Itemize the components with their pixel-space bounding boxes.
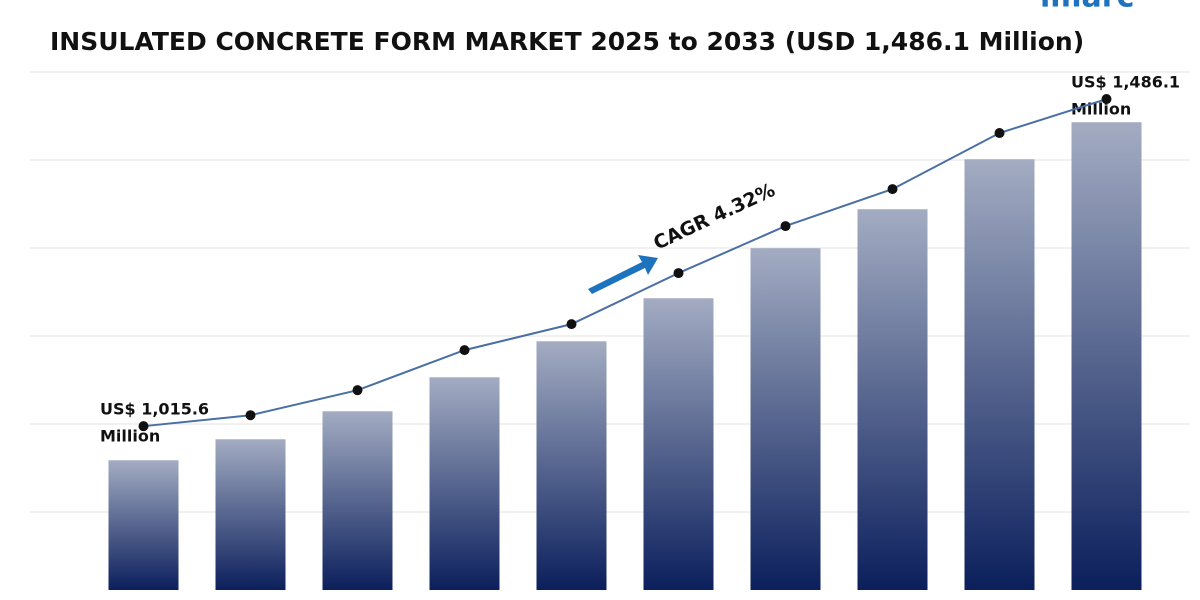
bar bbox=[964, 159, 1035, 590]
trend-point bbox=[887, 184, 898, 195]
bar bbox=[429, 377, 500, 590]
bar bbox=[857, 209, 928, 590]
chart-title: INSULATED CONCRETE FORM MARKET 2025 to 2… bbox=[50, 27, 1084, 56]
trend-point bbox=[566, 319, 577, 330]
trend-point bbox=[138, 421, 149, 432]
trend-point bbox=[459, 345, 470, 356]
cagr-label: CAGR 4.32% bbox=[650, 179, 778, 254]
cagr-arrow bbox=[588, 255, 658, 294]
start-label: Million bbox=[100, 427, 160, 446]
bar bbox=[215, 439, 286, 590]
bar bbox=[322, 411, 393, 590]
bar bbox=[750, 248, 821, 590]
logo: imarc bbox=[1040, 0, 1134, 15]
start-label: US$ 1,015.6 bbox=[100, 400, 209, 419]
trend-point bbox=[673, 268, 684, 279]
bar bbox=[108, 460, 179, 590]
bar bbox=[1071, 122, 1142, 590]
bar bbox=[536, 341, 607, 590]
bar bbox=[643, 298, 714, 590]
end-label: US$ 1,486.1 bbox=[1071, 73, 1180, 92]
trend-point bbox=[352, 385, 363, 396]
trend-line bbox=[143, 98, 1107, 428]
end-label: Million bbox=[1071, 100, 1131, 119]
trend-point bbox=[780, 221, 791, 232]
trend-point bbox=[994, 128, 1005, 139]
trend-point bbox=[245, 410, 256, 421]
trend-point bbox=[1101, 94, 1112, 105]
